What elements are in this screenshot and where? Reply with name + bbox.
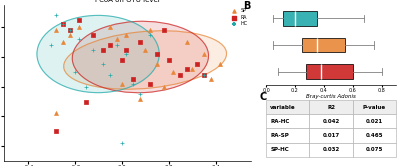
- Legend: SP, RA, HC: SP, RA, HC: [228, 7, 248, 27]
- HC: [71, 71, 78, 73]
- SP: [161, 85, 167, 88]
- HC: [147, 33, 153, 36]
- HC: [60, 23, 66, 26]
- Text: B: B: [243, 1, 250, 11]
- RA: [90, 33, 96, 36]
- RA: [177, 74, 184, 76]
- HC: [118, 142, 125, 145]
- SP: [189, 68, 195, 70]
- RA: [130, 78, 136, 81]
- SP: [142, 48, 148, 51]
- SP: [67, 33, 73, 36]
- RA: [154, 53, 160, 55]
- RA: [123, 48, 130, 51]
- SP: [76, 26, 82, 29]
- RA: [194, 63, 200, 66]
- HC: [201, 74, 207, 76]
- RA: [201, 74, 207, 76]
- SP: [52, 112, 59, 115]
- RA: [147, 82, 153, 85]
- SP: [201, 53, 207, 55]
- PathPatch shape: [306, 64, 353, 79]
- RA: [60, 23, 66, 26]
- SP: [107, 26, 113, 29]
- SP: [52, 29, 59, 32]
- RA: [67, 29, 73, 32]
- SP: [147, 29, 153, 32]
- HC: [67, 29, 73, 32]
- Ellipse shape: [64, 31, 226, 89]
- HC: [48, 44, 54, 46]
- RA: [107, 44, 113, 46]
- RA: [52, 130, 59, 133]
- HC: [130, 82, 136, 85]
- RA: [118, 59, 125, 61]
- HC: [90, 48, 96, 51]
- SP: [184, 41, 191, 43]
- RA: [137, 41, 144, 43]
- RA: [161, 29, 167, 32]
- RA: [100, 48, 106, 51]
- SP: [123, 33, 130, 36]
- RA: [76, 19, 82, 21]
- RA: [83, 100, 90, 103]
- HC: [123, 53, 130, 55]
- PathPatch shape: [283, 11, 316, 26]
- SP: [170, 71, 176, 73]
- PathPatch shape: [302, 38, 346, 52]
- HC: [137, 93, 144, 95]
- SP: [217, 63, 224, 66]
- SP: [114, 38, 120, 41]
- RA: [184, 68, 191, 70]
- HC: [76, 38, 82, 41]
- Ellipse shape: [72, 21, 208, 93]
- SP: [60, 41, 66, 43]
- SP: [137, 97, 144, 100]
- SP: [154, 63, 160, 66]
- Title: PCoA on OTU level: PCoA on OTU level: [95, 0, 160, 3]
- HC: [107, 74, 113, 76]
- HC: [83, 85, 90, 88]
- SP: [118, 82, 125, 85]
- Ellipse shape: [37, 15, 159, 93]
- HC: [100, 63, 106, 66]
- HC: [52, 14, 59, 17]
- Text: Bray-curtis Adonis: Bray-curtis Adonis: [306, 94, 356, 99]
- SP: [208, 78, 214, 81]
- RA: [166, 59, 172, 61]
- Text: C: C: [260, 92, 267, 102]
- HC: [114, 44, 120, 46]
